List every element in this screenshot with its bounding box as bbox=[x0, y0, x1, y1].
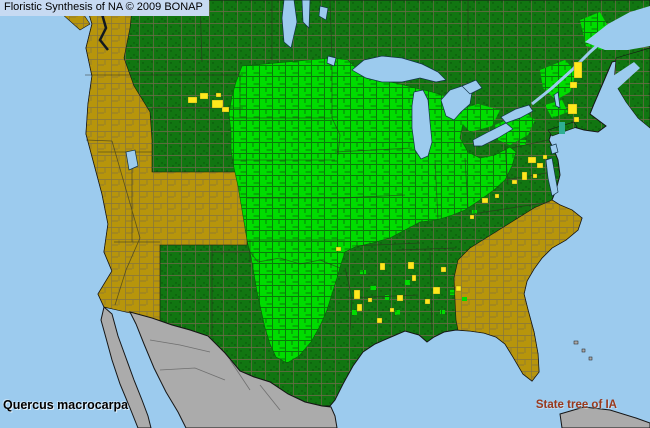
region-west-absent bbox=[84, 0, 248, 326]
mexico-state-lines bbox=[149, 339, 281, 411]
puget-sound bbox=[98, 13, 109, 51]
chesapeake-bay bbox=[545, 157, 559, 197]
lake-of-the-woods bbox=[326, 55, 337, 67]
exotic-county bbox=[559, 122, 565, 134]
st-lawrence-river bbox=[531, 34, 609, 106]
scattered-bright-counties bbox=[352, 140, 526, 315]
lake-michigan bbox=[411, 89, 433, 160]
baja-california bbox=[100, 306, 152, 428]
lake-winnipeg bbox=[281, 0, 298, 49]
copyright-title: Floristic Synthesis of NA © 2009 BONAP bbox=[0, 0, 209, 16]
great-lakes bbox=[125, 0, 561, 171]
bahamas bbox=[573, 340, 593, 361]
gulf-of-st-lawrence bbox=[585, 6, 650, 50]
lake-superior bbox=[351, 55, 447, 83]
cuba bbox=[559, 406, 650, 428]
delaware-bay bbox=[549, 143, 559, 155]
state-tree-annotation: State tree of IA bbox=[535, 399, 617, 411]
lake-erie bbox=[472, 122, 514, 147]
species-name-label: Quercus macrocarpa bbox=[3, 398, 129, 412]
bay-of-fundy bbox=[610, 62, 640, 90]
lake-champlain bbox=[553, 91, 561, 109]
region-southeast-absent bbox=[453, 199, 583, 382]
region-no-data-gray bbox=[100, 306, 650, 428]
great-salt-lake bbox=[125, 149, 139, 171]
rare-county-markers bbox=[187, 61, 583, 324]
lake-ontario bbox=[500, 104, 534, 124]
region-county-present bbox=[228, 12, 610, 364]
lake-huron bbox=[440, 85, 473, 121]
georgian-bay bbox=[461, 79, 483, 95]
